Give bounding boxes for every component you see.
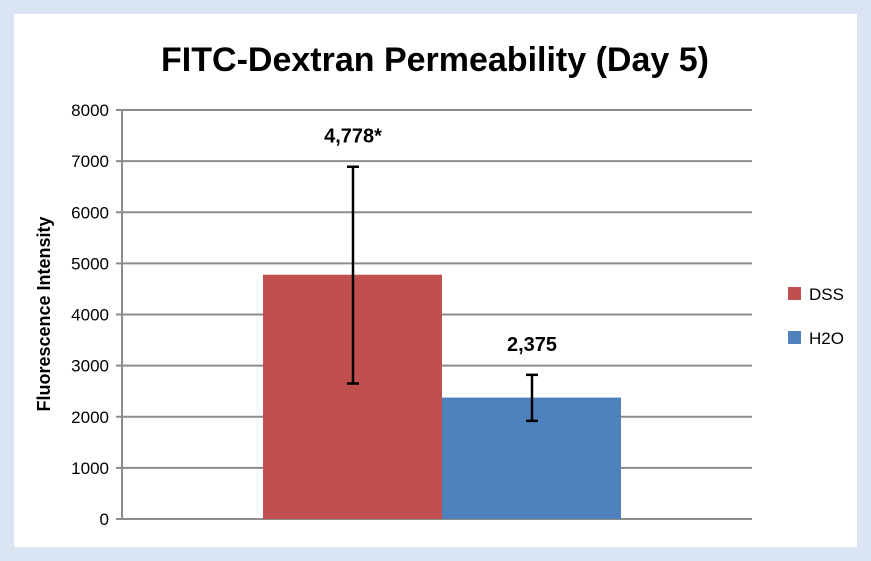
bars	[263, 274, 621, 519]
error-bars	[347, 165, 538, 423]
y-tick-label: 8000	[71, 101, 109, 120]
data-label-h2o: 2,375	[507, 334, 557, 356]
y-tick-label: 7000	[71, 152, 109, 171]
y-tick-label: 4000	[71, 306, 109, 325]
legend-swatch-dss	[788, 287, 801, 300]
y-tick-label: 0	[100, 510, 109, 529]
chart-title: FITC-Dextran Permeability (Day 5)	[161, 41, 709, 79]
legend: DSS H2O	[788, 285, 844, 348]
y-tick-label: 1000	[71, 459, 109, 478]
legend-label-h2o: H2O	[809, 329, 844, 348]
data-labels: 4,778* 2,375	[324, 126, 557, 356]
legend-swatch-h2o	[788, 331, 801, 344]
y-tick-label: 3000	[71, 357, 109, 376]
y-axis-label: Fluorescence Intensity	[34, 216, 54, 411]
y-tick-label: 6000	[71, 203, 109, 222]
legend-label-dss: DSS	[809, 285, 844, 304]
y-axis-ticks: 0 1000 2000 3000 4000 5000 6000 7000 8000	[71, 101, 109, 529]
y-tick-label: 5000	[71, 254, 109, 273]
data-label-dss: 4,778*	[324, 126, 382, 148]
y-tick-label: 2000	[71, 408, 109, 427]
